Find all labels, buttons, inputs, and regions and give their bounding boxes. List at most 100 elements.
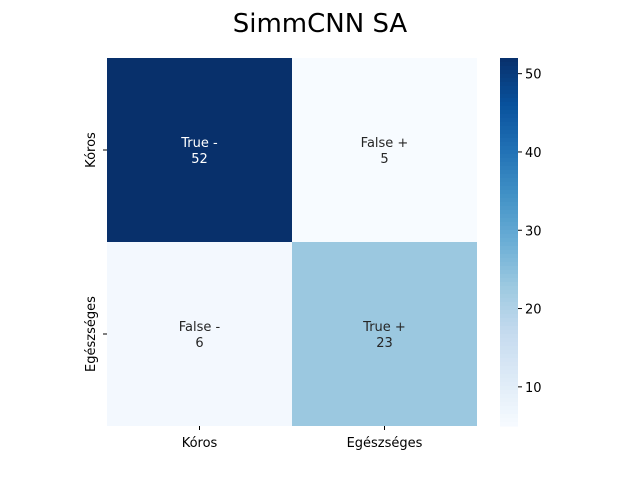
- colorbar-segment: [500, 102, 518, 107]
- colorbar-segment: [500, 298, 518, 303]
- colorbar-segment: [500, 170, 518, 175]
- colorbar-segment: [500, 222, 518, 227]
- heatmap-cell-labels: True -52 False +5 False -6 True +23: [179, 136, 409, 351]
- y-axis: Kóros Egészséges: [84, 132, 107, 372]
- colorbar-segment: [500, 106, 518, 111]
- cell-value: 5: [380, 152, 388, 167]
- colorbar-segment: [500, 98, 518, 103]
- colorbar-segment: [500, 162, 518, 167]
- colorbar-tick-label: 10: [525, 381, 542, 396]
- colorbar-segment: [500, 242, 518, 247]
- heatmap-cell: [292, 242, 477, 426]
- colorbar-segment: [500, 334, 518, 339]
- colorbar-segment: [500, 346, 518, 351]
- colorbar-segment: [500, 258, 518, 263]
- colorbar-segment: [500, 114, 518, 119]
- colorbar-segment: [500, 82, 518, 87]
- colorbar-segment: [500, 294, 518, 299]
- colorbar-segment: [500, 210, 518, 215]
- cell-value: 23: [376, 336, 393, 351]
- colorbar-segment: [500, 122, 518, 127]
- colorbar-segment: [500, 90, 518, 95]
- colorbar-segment: [500, 342, 518, 347]
- colorbar-segment: [500, 274, 518, 279]
- y-tick-label: Kóros: [84, 132, 99, 168]
- colorbar-segment: [500, 182, 518, 187]
- colorbar-segment: [500, 282, 518, 287]
- colorbar-segment: [500, 314, 518, 319]
- colorbar-segment: [500, 390, 518, 395]
- y-tick-label: Egészséges: [84, 296, 99, 372]
- colorbar-segment: [500, 398, 518, 403]
- colorbar-segment: [500, 226, 518, 231]
- heatmap-cell: [107, 242, 292, 426]
- heatmap-cell: [292, 58, 477, 242]
- colorbar-segment: [500, 386, 518, 391]
- colorbar-segment: [500, 194, 518, 199]
- colorbar-segment: [500, 126, 518, 131]
- colorbar-segment: [500, 158, 518, 163]
- colorbar-segment: [500, 254, 518, 259]
- colorbar-segment: [500, 154, 518, 159]
- colorbar-segment: [500, 310, 518, 315]
- colorbar-segment: [500, 150, 518, 155]
- colorbar-segment: [500, 230, 518, 235]
- colorbar-segment: [500, 278, 518, 283]
- colorbar-segment: [500, 234, 518, 239]
- x-tick-label: Kóros: [182, 436, 218, 451]
- colorbar-segment: [500, 186, 518, 191]
- colorbar-segment: [500, 58, 518, 63]
- colorbar-segment: [500, 262, 518, 267]
- colorbar-segment: [500, 306, 518, 311]
- colorbar-segment: [500, 394, 518, 399]
- colorbar-tick-label: 40: [525, 146, 542, 161]
- colorbar-segment: [500, 214, 518, 219]
- cell-value: 6: [195, 336, 203, 351]
- colorbar-segment: [500, 402, 518, 407]
- colorbar-segment: [500, 238, 518, 243]
- colorbar-segment: [500, 86, 518, 91]
- colorbar-segment: [500, 78, 518, 83]
- colorbar-segment: [500, 246, 518, 251]
- colorbar-segment: [500, 70, 518, 75]
- colorbar-segment: [500, 362, 518, 367]
- colorbar-segment: [500, 378, 518, 383]
- colorbar-segment: [500, 422, 518, 427]
- colorbar-segment: [500, 358, 518, 363]
- colorbar-segment: [500, 130, 518, 135]
- colorbar-segment: [500, 326, 518, 331]
- colorbar-segment: [500, 266, 518, 271]
- colorbar-segment: [500, 414, 518, 419]
- colorbar-segment: [500, 94, 518, 99]
- colorbar-segment: [500, 366, 518, 371]
- colorbar-segment: [500, 198, 518, 203]
- colorbar-segment: [500, 330, 518, 335]
- colorbar-segment: [500, 134, 518, 139]
- colorbar-segment: [500, 178, 518, 183]
- colorbar-segment: [500, 290, 518, 295]
- colorbar-tick-label: 30: [525, 224, 542, 239]
- colorbar-segment: [500, 302, 518, 307]
- cell-label: False +: [361, 136, 409, 151]
- colorbar-segment: [500, 190, 518, 195]
- colorbar-segment: [500, 146, 518, 151]
- colorbar-tick-label: 50: [525, 68, 542, 83]
- cell-label: True +: [362, 320, 406, 335]
- colorbar-segment: [500, 250, 518, 255]
- colorbar: 10 20 30 40 50: [500, 58, 542, 427]
- colorbar-segment: [500, 318, 518, 323]
- colorbar-segment: [500, 286, 518, 291]
- colorbar-segment: [500, 202, 518, 207]
- x-tick-label: Egészséges: [347, 436, 423, 451]
- colorbar-segment: [500, 62, 518, 67]
- colorbar-segment: [500, 110, 518, 115]
- colorbar-segment: [500, 350, 518, 355]
- colorbar-segment: [500, 322, 518, 327]
- colorbar-segment: [500, 206, 518, 211]
- cell-value: 52: [191, 152, 208, 167]
- heatmap-cell: [107, 58, 292, 242]
- colorbar-segment: [500, 410, 518, 415]
- colorbar-segment: [500, 218, 518, 223]
- cell-label: True -: [180, 136, 218, 151]
